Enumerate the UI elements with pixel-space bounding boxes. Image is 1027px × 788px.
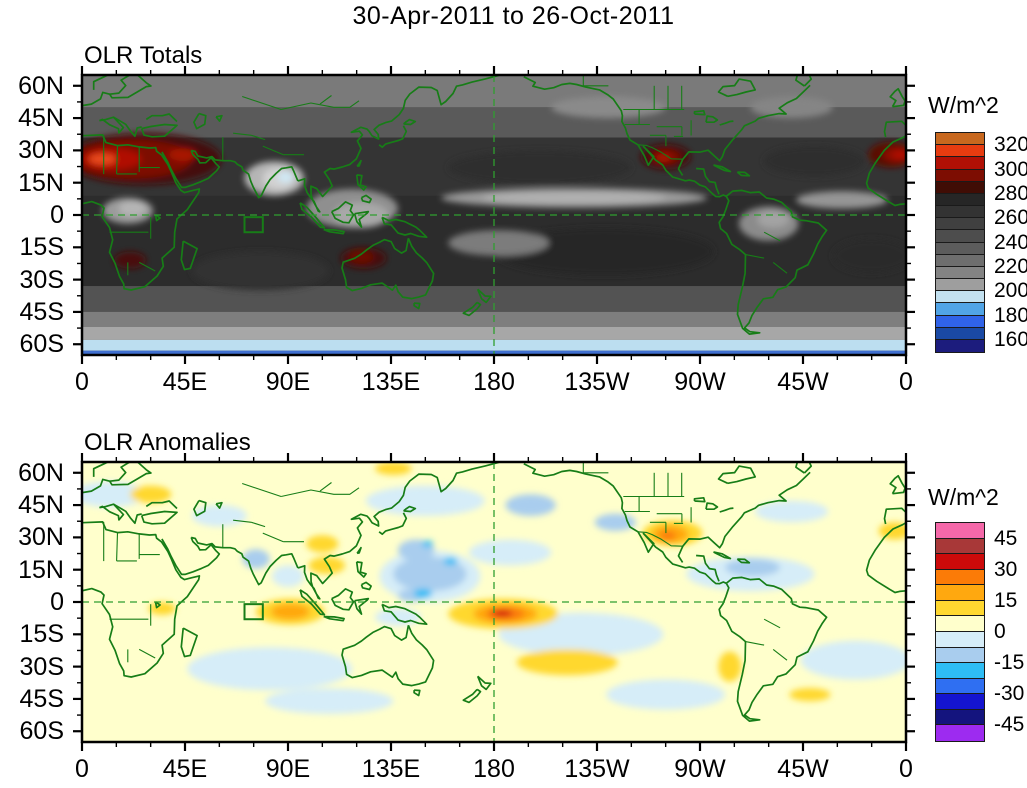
map-olr-anomalies [73,453,915,751]
lon-tick-label: 45W [777,368,829,396]
colorbar-swatch [935,522,985,540]
lat-tick-label: 30N [18,523,64,552]
colorbar-units-totals: W/m^2 [928,92,999,118]
lat-tick-label: 60N [18,458,64,487]
lat-tick-label: 45S [19,684,64,713]
colorbar-tick-label: -15 [994,651,1025,675]
colorbar-swatch [935,338,985,353]
lat-tick-label: 15N [18,168,64,197]
colorbar-swatch [935,553,985,571]
colorbar-swatch [935,314,985,329]
colorbar-swatch [935,326,985,341]
lat-tick-label: 15S [19,620,64,649]
lon-tick-label: 135E [361,755,421,783]
colorbar-tick-label: 300 [994,157,1027,181]
lat-tick-label: 30S [19,265,64,294]
map-olr-totals [73,66,915,364]
main-title: 30-Apr-2011 to 26-Oct-2011 [352,2,675,30]
panel-title-olr-totals: OLR Totals [84,42,203,69]
colorbar-units-anomalies: W/m^2 [928,484,999,510]
colorbar-swatch [935,599,985,618]
lon-tick-label: 90W [674,368,726,396]
lat-tick-label: 45N [18,104,64,133]
colorbar-swatch [935,241,985,256]
lat-tick-label: 60N [18,71,64,100]
index-region-box [243,603,264,621]
colorbar-tick-label: 280 [994,181,1027,205]
lon-tick-label: 135E [361,368,421,396]
lon-tick-label: 135W [564,368,630,396]
colorbar-swatch [935,568,985,587]
lon-tick-label: 45W [777,755,829,783]
lat-tick-label: 30N [18,136,64,165]
lat-tick-label: 45N [18,491,64,520]
lon-tick-label: 0 [75,755,89,783]
colorbar-tick-label: -45 [994,713,1025,737]
lat-tick-label: 0 [50,588,64,616]
lon-tick-label: 45E [162,368,208,396]
colorbar-swatch [935,615,985,633]
colorbar-tick-label: -30 [994,682,1025,706]
lat-tick-label: 0 [50,201,64,229]
lat-tick-label: 60S [19,717,64,746]
lat-tick-label: 15N [18,555,64,584]
lon-tick-label: 0 [75,368,89,396]
colorbar-swatch [935,156,985,171]
colorbar-tick-label: 220 [994,254,1027,278]
colorbar-swatch [935,708,985,727]
colorbar-swatch [935,662,985,680]
colorbar-swatch [935,131,985,147]
colorbar-swatch [935,302,985,317]
colorbar-tick-label: 260 [994,206,1027,230]
index-region-box [243,216,264,234]
lon-tick-label: 0 [899,755,913,783]
colorbar-swatch [935,253,985,268]
lon-tick-label: 90W [674,755,726,783]
map-fill-anomalies [82,462,906,742]
map-fill-totals [82,75,906,355]
colorbar-tick-label: 0 [994,620,1006,643]
panel-title-olr-anomalies: OLR Anomalies [84,429,251,456]
lon-tick-label: 135W [564,755,630,783]
colorbar-tick-label: 180 [994,303,1027,327]
colorbar-swatch [935,192,985,207]
colorbar-swatch [935,144,985,159]
lon-tick-label: 90E [265,755,311,783]
lon-tick-label: 0 [899,368,913,396]
lon-tick-label: 45E [162,755,208,783]
colorbar-swatch [935,290,985,305]
lat-tick-label: 60S [19,330,64,359]
colorbar-tick-label: 15 [994,588,1018,612]
colorbar-swatch [935,646,985,665]
colorbar-swatch [935,584,985,602]
lon-tick-label: 90E [265,368,311,396]
colorbar-tick-label: 45 [994,526,1018,550]
colorbar-swatch [935,204,985,220]
colorbar-tick-label: 320 [994,133,1027,157]
colorbar-swatch [935,677,985,696]
colorbar-swatch [935,180,985,195]
colorbar-swatch [935,265,985,280]
lon-tick-label: 180 [473,368,515,396]
lat-tick-label: 30S [19,652,64,681]
lat-tick-label: 15S [19,233,64,262]
lat-tick-label: 45S [19,297,64,326]
colorbar-swatch [935,217,985,232]
colorbar-tick-label: 240 [994,230,1027,254]
colorbar-tick-label: 30 [994,557,1018,581]
lon-tick-label: 180 [473,755,515,783]
colorbar-swatch [935,168,985,183]
colorbar-swatch [935,229,985,244]
colorbar-swatch [935,277,985,293]
colorbar-swatch [935,693,985,711]
colorbar-swatch [935,537,985,556]
colorbar-swatch [935,631,985,649]
colorbar-swatch [935,724,985,742]
colorbar-tick-label: 200 [994,279,1027,303]
colorbar-tick-label: 160 [994,327,1027,351]
